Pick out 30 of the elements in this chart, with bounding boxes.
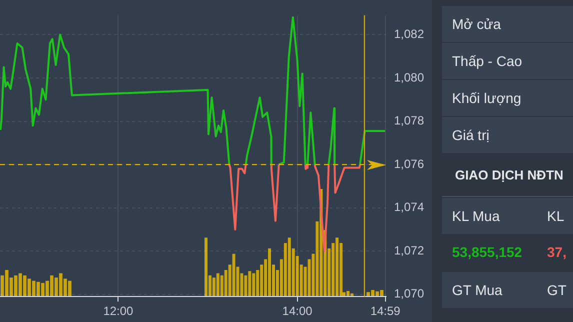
bar [336,238,339,297]
bar [252,273,256,297]
text: Thấp - Cao [452,53,522,69]
text: GT [547,282,566,298]
x-tick-label: 14:59 [370,304,401,318]
bar [244,275,248,297]
text: Giá trị [452,127,490,143]
text: 37, [547,244,566,260]
x-tick-label: 12:00 [103,304,134,318]
y-tick-label: 1,080 [394,70,424,84]
bar [204,238,208,297]
text: KL [547,208,564,224]
y-tick-label: 1,072 [394,243,424,258]
bar [268,248,272,297]
y-tick-label: 1,070 [394,286,424,301]
text: 53,855,152 [452,244,522,260]
text: GT Mua [452,282,502,298]
y-tick-label: 1,078 [394,114,424,128]
text: GIAO DỊCH NĐTN [455,168,564,182]
bar [232,254,236,297]
bar [248,271,252,297]
bar [216,273,220,297]
text: Mở cửa [452,16,501,32]
y-tick-label: 1,074 [394,200,424,214]
text: Khối lượng [452,90,522,106]
bar [288,238,291,297]
y-tick-label: 1,082 [394,26,424,41]
y-tick-label: 1,076 [394,156,424,171]
text: KL Mua [452,208,500,224]
x-tick-label: 14:00 [282,304,313,318]
